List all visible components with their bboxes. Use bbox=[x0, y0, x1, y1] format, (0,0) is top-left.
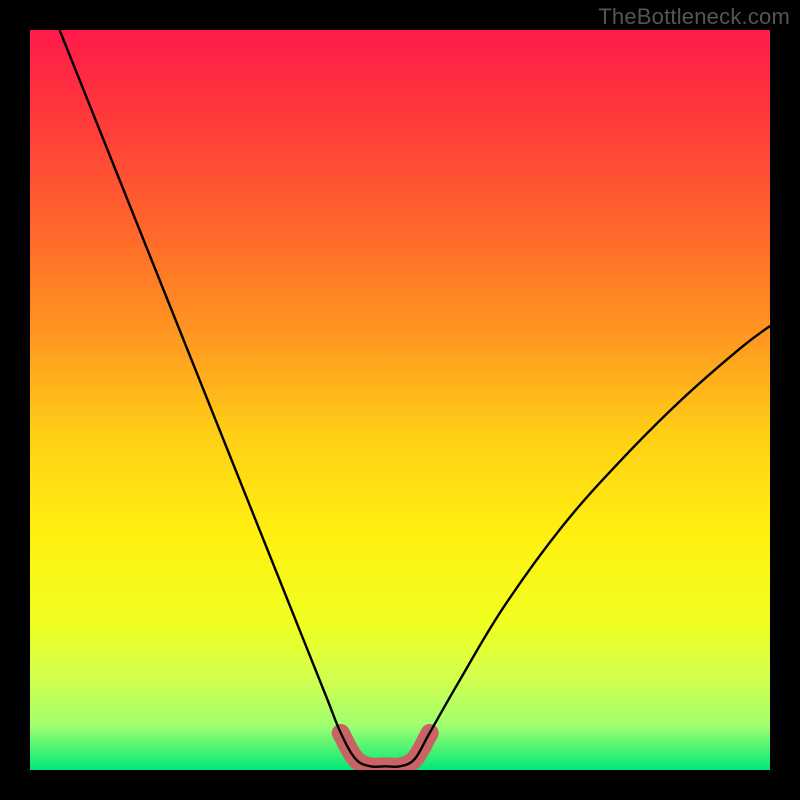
gradient-background bbox=[30, 30, 770, 770]
bottleneck-chart bbox=[0, 0, 800, 800]
watermark-text: TheBottleneck.com bbox=[598, 4, 790, 30]
